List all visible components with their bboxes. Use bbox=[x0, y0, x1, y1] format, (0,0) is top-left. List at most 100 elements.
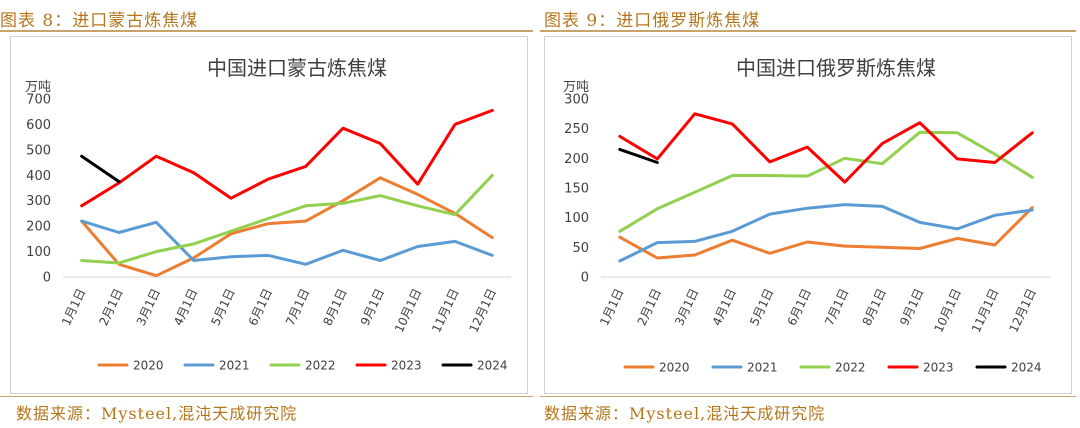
data-point-2023 bbox=[304, 165, 307, 168]
y-axis-unit-label: 万吨 bbox=[25, 80, 51, 95]
data-point-2021 bbox=[1031, 208, 1034, 211]
data-point-2021 bbox=[304, 263, 307, 266]
series-line-2020 bbox=[80, 176, 494, 278]
data-point-2022 bbox=[881, 162, 884, 165]
series-line-2021 bbox=[618, 203, 1034, 263]
data-point-2023 bbox=[1031, 131, 1034, 134]
x-tick-label: 2月1日 bbox=[635, 286, 664, 328]
data-point-2022 bbox=[918, 131, 921, 134]
data-point-2023 bbox=[843, 181, 846, 184]
x-tick-label: 3月1日 bbox=[672, 286, 701, 328]
series-line-2023 bbox=[80, 108, 494, 208]
data-point-2020 bbox=[656, 257, 659, 260]
data-point-2022 bbox=[416, 204, 419, 207]
y-tick-label: 700 bbox=[26, 93, 51, 108]
data-point-2021 bbox=[693, 240, 696, 243]
data-point-2022 bbox=[267, 217, 270, 220]
figure-9-chart-frame: 中国进口俄罗斯炼焦煤 万吨 0 50 100 150 200 250 300 1月1日 2月1日 3月… bbox=[544, 36, 1072, 394]
y-tick-label: 600 bbox=[26, 118, 51, 133]
data-point-2021 bbox=[118, 231, 121, 234]
data-point-2022 bbox=[342, 202, 345, 205]
data-point-2024 bbox=[656, 161, 659, 164]
data-point-2020 bbox=[693, 254, 696, 257]
data-point-2021 bbox=[379, 259, 382, 262]
data-point-2020 bbox=[618, 236, 621, 239]
series-line-2022 bbox=[618, 130, 1034, 233]
y-tick-label: 0 bbox=[581, 271, 589, 286]
legend-label-2022: 2022 bbox=[835, 361, 866, 375]
data-point-2022 bbox=[304, 204, 307, 207]
data-point-2020 bbox=[881, 246, 884, 249]
legend-label-2021: 2021 bbox=[747, 361, 778, 375]
data-point-2023 bbox=[993, 161, 996, 164]
x-tick-label: 8月1日 bbox=[860, 286, 889, 328]
data-point-2023 bbox=[230, 197, 233, 200]
data-point-2022 bbox=[155, 250, 158, 253]
legend-label-2024: 2024 bbox=[477, 359, 508, 373]
data-point-2022 bbox=[454, 213, 457, 216]
data-point-2024 bbox=[118, 180, 121, 183]
y-tick-label: 200 bbox=[564, 152, 589, 167]
legend-label-2023: 2023 bbox=[923, 361, 954, 375]
x-tick-label: 1月1日 bbox=[597, 286, 626, 328]
data-point-2023 bbox=[731, 122, 734, 125]
figure-8-panel: 图表 8：进口蒙古炼焦煤 中国进口蒙古炼焦煤 万吨 0 100 200 300 400 500… bbox=[0, 0, 533, 428]
data-point-2023 bbox=[379, 142, 382, 145]
chart-title: 中国进口蒙古炼焦煤 bbox=[207, 56, 387, 80]
data-point-2020 bbox=[155, 274, 158, 277]
data-point-2020 bbox=[956, 237, 959, 240]
data-point-2023 bbox=[454, 123, 457, 126]
figure-8-top-rule bbox=[0, 30, 533, 32]
data-point-2020 bbox=[731, 239, 734, 242]
legend-label-2022: 2022 bbox=[305, 359, 336, 373]
data-point-2022 bbox=[230, 230, 233, 233]
x-tick-label: 5月1日 bbox=[747, 286, 776, 328]
data-point-2022 bbox=[192, 242, 195, 245]
data-point-2023 bbox=[618, 135, 621, 138]
x-tick-label: 10月1日 bbox=[392, 286, 425, 334]
data-point-2022 bbox=[379, 194, 382, 197]
y-tick-label: 200 bbox=[26, 220, 51, 235]
x-tick-label: 5月1日 bbox=[208, 286, 237, 328]
data-point-2021 bbox=[230, 255, 233, 258]
x-tick-label: 10月1日 bbox=[931, 286, 964, 334]
data-point-2021 bbox=[656, 241, 659, 244]
legend-label-2020: 2020 bbox=[659, 361, 690, 375]
series-line-2024 bbox=[80, 154, 121, 184]
data-point-2021 bbox=[416, 245, 419, 248]
data-point-2023 bbox=[491, 109, 494, 112]
x-tick-label: 7月1日 bbox=[822, 286, 851, 328]
x-tick-label: 6月1日 bbox=[246, 286, 275, 328]
y-tick-label: 500 bbox=[26, 143, 51, 158]
figure-9-label: 图表 9：进口俄罗斯炼焦煤 bbox=[544, 11, 761, 31]
data-point-2021 bbox=[768, 213, 771, 216]
x-tick-label: 9月1日 bbox=[358, 286, 387, 328]
legend-label-2020: 2020 bbox=[133, 359, 164, 373]
data-point-2020 bbox=[267, 222, 270, 225]
data-point-2021 bbox=[956, 227, 959, 230]
data-point-2021 bbox=[806, 207, 809, 210]
figure-9-panel: 图表 9：进口俄罗斯炼焦煤 中国进口俄罗斯炼焦煤 万吨 0 50 100 150 200 25… bbox=[540, 0, 1080, 428]
data-point-2023 bbox=[80, 204, 83, 207]
figure-9-top-rule bbox=[540, 30, 1076, 32]
x-tick-label: 4月1日 bbox=[710, 286, 739, 328]
data-point-2023 bbox=[956, 157, 959, 160]
figure-8-source: 数据来源：Mysteel,混沌天成研究院 bbox=[16, 404, 298, 423]
y-tick-label: 400 bbox=[26, 169, 51, 184]
series-line-2024 bbox=[618, 147, 659, 164]
data-point-2021 bbox=[993, 214, 996, 217]
data-point-2021 bbox=[918, 221, 921, 224]
data-point-2021 bbox=[454, 240, 457, 243]
x-tick-label: 7月1日 bbox=[283, 286, 312, 328]
data-point-2020 bbox=[379, 176, 382, 179]
data-point-2023 bbox=[693, 112, 696, 115]
chart-title: 中国进口俄罗斯炼焦煤 bbox=[736, 56, 936, 80]
x-tick-label: 11月1日 bbox=[429, 286, 462, 334]
x-tick-label: 12月1日 bbox=[1006, 286, 1039, 334]
series-line-2021 bbox=[80, 219, 494, 266]
x-tick-label: 4月1日 bbox=[171, 286, 200, 328]
data-point-2022 bbox=[956, 131, 959, 134]
data-point-2022 bbox=[768, 174, 771, 177]
series-line-2022 bbox=[80, 173, 494, 265]
